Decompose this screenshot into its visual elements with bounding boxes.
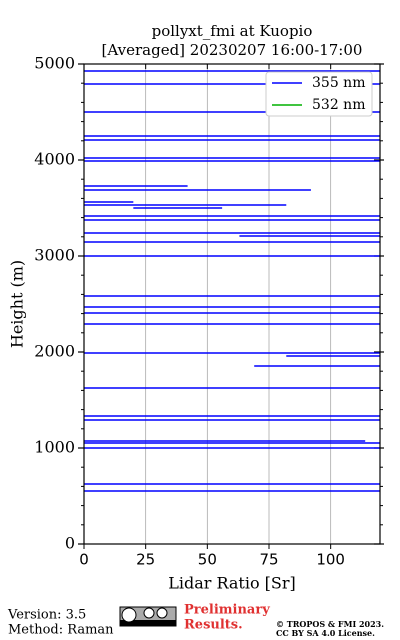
status: Preliminary — [184, 603, 270, 618]
version: Version: 3.5 — [7, 608, 86, 623]
legend-label: 532 nm — [312, 97, 365, 113]
x-tick-label: 50 — [198, 551, 217, 569]
x-tick-label: 75 — [259, 551, 278, 569]
method: Method: Raman — [8, 623, 114, 638]
y-tick-label: 1000 — [34, 438, 75, 457]
x-tick-label: 25 — [136, 551, 155, 569]
copyright: CC BY SA 4.0 License. — [276, 628, 375, 638]
y-tick-label: 0 — [65, 534, 75, 553]
status: Results. — [184, 618, 243, 633]
x-axis-label: Lidar Ratio [Sr] — [168, 574, 296, 593]
y-tick-label: 2000 — [34, 342, 75, 361]
chart-subtitle: [Averaged] 20230207 16:00-17:00 — [102, 41, 363, 59]
x-tick-label: 100 — [316, 551, 345, 569]
plot-frame — [83, 63, 381, 545]
y-axis-label: Height (m) — [8, 260, 27, 348]
y-tick-label: 3000 — [34, 246, 75, 265]
x-tick-label: 0 — [79, 551, 89, 569]
y-tick-label: 4000 — [34, 150, 75, 169]
license-icon — [119, 606, 177, 627]
copyright: © TROPOS & FMI 2023. — [276, 619, 384, 629]
chart-title: pollyxt_fmi at Kuopio — [152, 22, 313, 40]
y-tick-label: 5000 — [34, 54, 75, 73]
legend-label: 355 nm — [312, 75, 365, 91]
